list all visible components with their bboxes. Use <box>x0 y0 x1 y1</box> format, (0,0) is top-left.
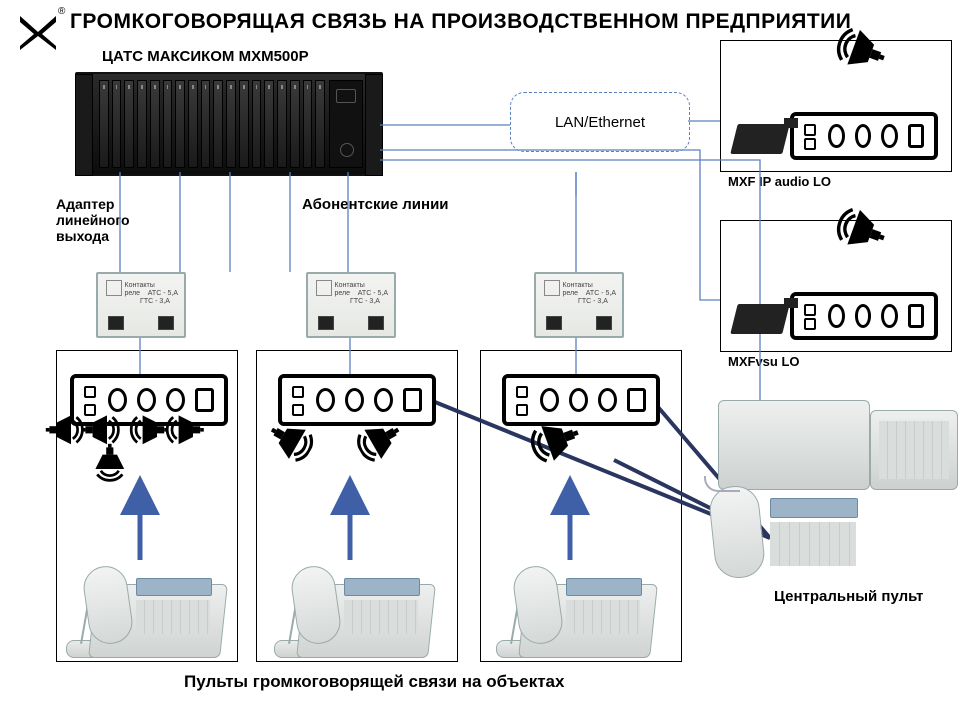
mxf-vsu-label: MXFvsu LO <box>728 354 800 369</box>
lan-ethernet-cloud: LAN/Ethernet <box>510 92 690 152</box>
object-phone-3 <box>522 572 652 658</box>
line-adapter-3: Контакты реле АТС - 5,А ГТС - 3,А <box>534 272 624 338</box>
brand-logo <box>18 10 58 50</box>
subscriber-lines-label: Абонентские линии <box>302 196 449 213</box>
amplifier-remote-top <box>790 112 938 160</box>
central-console-label: Центральный пульт <box>774 588 923 605</box>
amplifier-2 <box>278 374 436 426</box>
mxf-ip-label: MXF IP audio LO <box>728 174 831 189</box>
horn-speaker-icon <box>90 442 130 482</box>
handheld-2 <box>730 304 789 334</box>
pbx-label: ЦАТС МАКСИКОМ MXM500P <box>102 48 309 65</box>
amplifier-3 <box>502 374 660 426</box>
amplifier-remote-mid <box>790 292 938 340</box>
object-consoles-label: Пульты громкоговорящей связи на объектах <box>184 672 564 692</box>
logo-registered: ® <box>58 6 65 17</box>
page-title: ГРОМКОГОВОРЯЩАЯ СВЯЗЬ НА ПРОИЗВОДСТВЕННО… <box>70 10 851 34</box>
horn-speaker-icon <box>130 410 170 450</box>
line-adapter-2: Контакты реле АТС - 5,А ГТС - 3,А <box>306 272 396 338</box>
diagram-canvas: ® ГРОМКОГОВОРЯЩАЯ СВЯЗЬ НА ПРОИЗВОДСТВЕН… <box>0 0 960 720</box>
adapter-label: Адаптер линейного выхода <box>56 196 130 244</box>
object-phone-2 <box>300 572 430 658</box>
handheld-1 <box>730 124 789 154</box>
lan-label: LAN/Ethernet <box>555 114 645 131</box>
horn-speaker-icon <box>166 410 206 450</box>
horn-speaker-icon <box>44 410 84 450</box>
pbx-chassis <box>75 72 383 176</box>
line-adapter-1: Контакты реле АТС - 5,А ГТС - 3,А <box>96 272 186 338</box>
object-phone-1 <box>92 572 222 658</box>
